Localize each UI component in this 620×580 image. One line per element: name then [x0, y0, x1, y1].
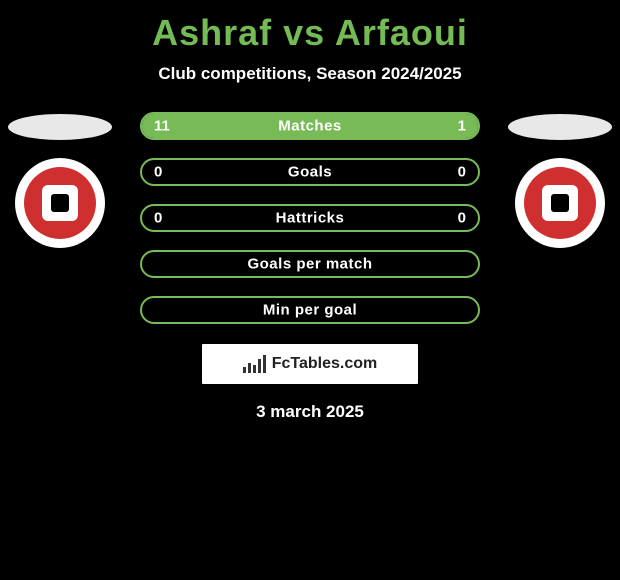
stat-row-goals: 0 Goals 0 — [140, 158, 480, 186]
player-left-column — [0, 112, 120, 248]
stat-row-goals-per-match: Goals per match — [140, 250, 480, 278]
player-left-club-badge — [15, 158, 105, 248]
subtitle: Club competitions, Season 2024/2025 — [0, 64, 620, 84]
watermark-chart-icon — [243, 355, 266, 373]
stat-fill-right — [411, 114, 478, 138]
player-right-silhouette — [508, 114, 612, 140]
stats-list: 11 Matches 1 0 Goals 0 0 Hattricks 0 Goa… — [140, 112, 480, 324]
stat-value-left: 0 — [154, 164, 162, 181]
stat-value-left: 11 — [154, 118, 170, 135]
stat-value-right: 0 — [458, 164, 466, 181]
stat-label: Matches — [278, 118, 342, 135]
date-label: 3 march 2025 — [0, 402, 620, 422]
player-right-club-badge — [515, 158, 605, 248]
stat-row-matches: 11 Matches 1 — [140, 112, 480, 140]
player-left-silhouette — [8, 114, 112, 140]
player-right-column — [500, 112, 620, 248]
stat-fill-left — [142, 114, 411, 138]
watermark: FcTables.com — [202, 344, 418, 384]
page-title: Ashraf vs Arfaoui — [0, 0, 620, 54]
stat-label: Goals per match — [247, 256, 372, 273]
stat-label: Hattricks — [276, 210, 345, 227]
stat-value-right: 1 — [458, 118, 466, 135]
watermark-text: FcTables.com — [272, 355, 378, 373]
stat-value-right: 0 — [458, 210, 466, 227]
stat-label: Goals — [288, 164, 332, 181]
stat-value-left: 0 — [154, 210, 162, 227]
comparison-arena: 11 Matches 1 0 Goals 0 0 Hattricks 0 Goa… — [0, 112, 620, 422]
stat-row-min-per-goal: Min per goal — [140, 296, 480, 324]
stat-row-hattricks: 0 Hattricks 0 — [140, 204, 480, 232]
stat-label: Min per goal — [263, 302, 357, 319]
